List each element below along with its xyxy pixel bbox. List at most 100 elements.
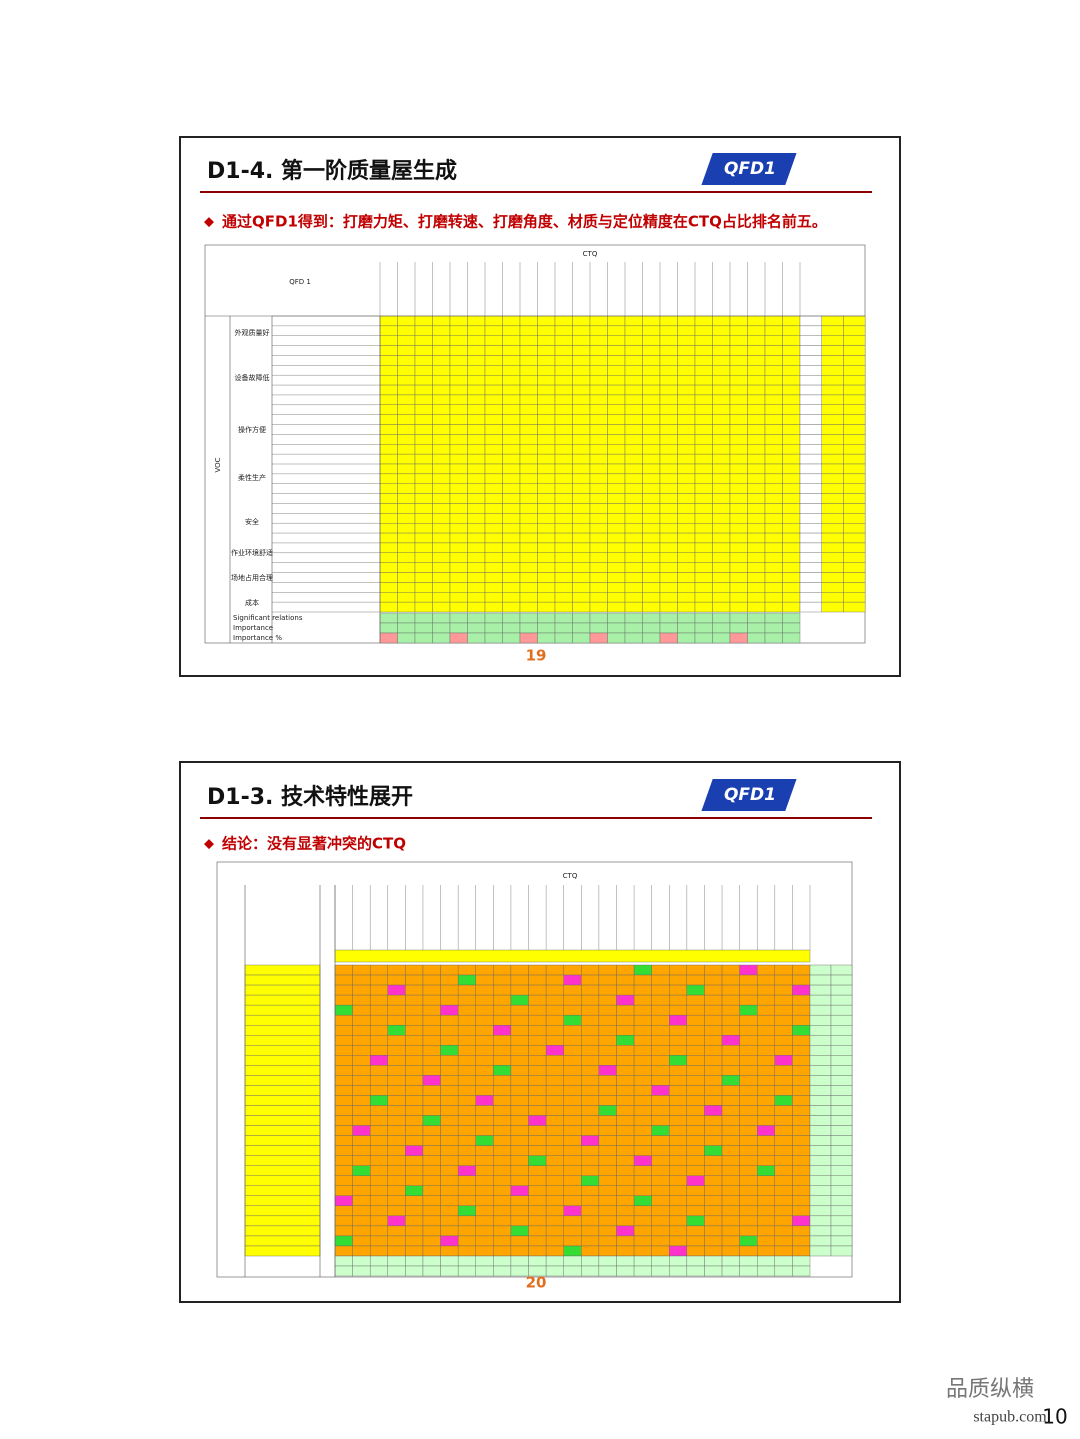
cell	[414, 552, 433, 563]
cell	[686, 1215, 705, 1227]
cell	[475, 974, 494, 986]
cell	[484, 365, 503, 376]
cell	[379, 335, 398, 346]
cell	[369, 1265, 388, 1277]
cell	[799, 394, 822, 405]
cell	[799, 572, 822, 583]
cell	[669, 1095, 688, 1106]
cell	[729, 384, 748, 396]
cell	[598, 1075, 617, 1086]
cell	[830, 1115, 853, 1126]
cell	[729, 612, 748, 624]
cell	[493, 1055, 512, 1066]
cell	[843, 562, 866, 573]
cell	[449, 612, 468, 624]
cell	[422, 1155, 441, 1166]
cell	[843, 404, 866, 415]
cell	[572, 394, 591, 405]
cell	[712, 542, 731, 554]
cell	[792, 984, 811, 996]
cell	[563, 1004, 582, 1016]
cell	[449, 325, 468, 336]
cell	[528, 1085, 547, 1096]
cell	[352, 1065, 371, 1076]
cell	[598, 1004, 617, 1016]
cell	[809, 1045, 832, 1056]
cell	[581, 1235, 600, 1247]
row-label-cell	[244, 1145, 321, 1156]
cell	[642, 562, 661, 573]
cell	[334, 1245, 353, 1257]
cell	[440, 1115, 459, 1126]
cell	[694, 345, 713, 356]
cell	[624, 493, 643, 504]
cell	[572, 473, 591, 484]
cell	[633, 1125, 652, 1136]
cell	[739, 1225, 758, 1237]
cell	[704, 974, 723, 986]
cell	[467, 365, 486, 376]
cell	[484, 335, 503, 346]
cell	[633, 1075, 652, 1086]
cell	[669, 1265, 688, 1277]
cell	[704, 1025, 723, 1036]
cell	[449, 453, 468, 465]
cell	[642, 384, 661, 396]
cell	[799, 424, 822, 435]
cell	[502, 384, 521, 396]
cell	[581, 1075, 600, 1086]
cell	[440, 1185, 459, 1196]
cell	[414, 542, 433, 554]
cell	[397, 552, 416, 563]
cell	[589, 355, 608, 366]
cell	[799, 513, 822, 524]
cell	[704, 984, 723, 996]
cell	[405, 1165, 424, 1176]
cell	[432, 355, 451, 366]
cell	[721, 964, 740, 976]
cell	[721, 1125, 740, 1136]
cell	[677, 473, 696, 484]
cell	[397, 612, 416, 624]
cell	[493, 1095, 512, 1106]
cell	[747, 542, 766, 554]
cell	[694, 562, 713, 573]
cell	[467, 315, 486, 327]
cell	[642, 493, 661, 504]
cell	[747, 612, 766, 624]
cell	[607, 394, 626, 405]
cell	[607, 315, 626, 327]
cell	[484, 532, 503, 544]
cell	[397, 562, 416, 573]
cell	[782, 453, 801, 465]
cell	[432, 612, 451, 624]
cell	[830, 1185, 853, 1196]
cell	[352, 1095, 371, 1106]
cell	[449, 335, 468, 346]
badge-text: QFD1	[724, 159, 776, 179]
cell	[757, 984, 776, 996]
cell	[747, 513, 766, 524]
cell	[830, 1035, 853, 1046]
cell	[369, 1215, 388, 1227]
cell	[449, 384, 468, 396]
cell	[405, 974, 424, 986]
cell	[414, 463, 433, 475]
cell	[589, 335, 608, 346]
cell	[414, 414, 433, 425]
cell	[563, 1065, 582, 1076]
cell	[624, 473, 643, 484]
cell	[721, 1155, 740, 1166]
cell	[792, 1025, 811, 1036]
cell	[379, 513, 398, 524]
cell	[642, 592, 661, 603]
cell	[397, 523, 416, 534]
cell	[642, 315, 661, 327]
cell	[519, 315, 538, 327]
cell	[739, 1025, 758, 1036]
cell	[467, 592, 486, 603]
cell	[589, 612, 608, 624]
cell	[457, 1125, 476, 1136]
cell	[519, 503, 538, 514]
cell	[545, 1095, 564, 1106]
